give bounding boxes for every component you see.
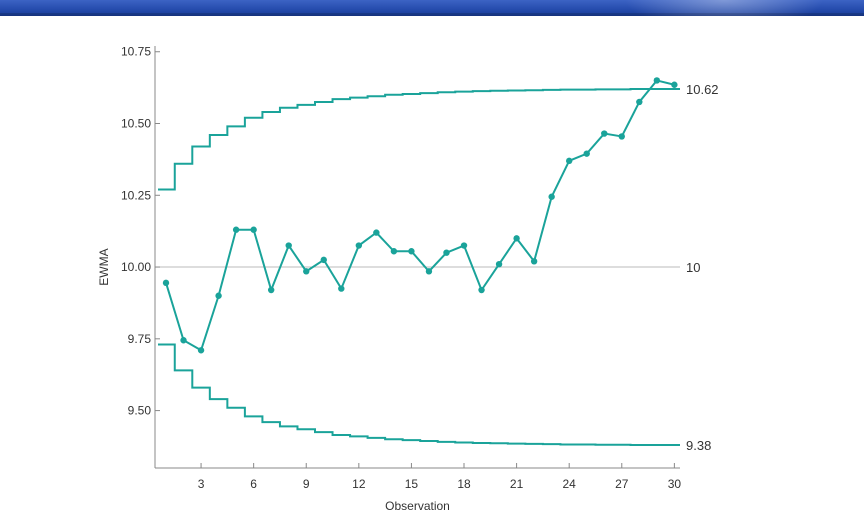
- data-point: [583, 150, 590, 157]
- data-point: [548, 193, 555, 200]
- x-tick-label: 15: [405, 477, 419, 491]
- data-point: [232, 226, 240, 233]
- center-line-label: 10: [686, 260, 700, 275]
- lcl-label: 9.38: [686, 438, 711, 453]
- data-point: [671, 81, 678, 88]
- lower-control-limit-line: [158, 343, 680, 447]
- x-tick-label: 3: [198, 477, 205, 491]
- data-point: [618, 133, 625, 140]
- y-axis-title: EWMA: [97, 248, 111, 285]
- data-point: [530, 258, 538, 265]
- axes: [154, 46, 680, 469]
- x-tick-label: 18: [457, 477, 471, 491]
- x-tick-label: 21: [510, 477, 524, 491]
- data-point: [162, 279, 170, 287]
- labels: 10.62 10 9.38 Observation EWMA: [97, 82, 719, 513]
- x-tick-label: 30: [668, 477, 682, 491]
- data-point: [460, 242, 468, 249]
- upper-control-limit-line: [158, 88, 680, 191]
- data-point: [425, 268, 433, 275]
- data-point: [267, 286, 275, 294]
- header-swoosh: [624, 0, 824, 16]
- data-point: [320, 256, 327, 264]
- data-point: [285, 242, 292, 249]
- data-point: [408, 248, 415, 255]
- ewma-series: [162, 77, 678, 354]
- ewma-series-line: [165, 79, 675, 352]
- data-point: [215, 292, 222, 299]
- data-point: [495, 260, 503, 268]
- data-point: [653, 77, 661, 84]
- data-point: [250, 226, 257, 233]
- control-limits: [158, 88, 680, 447]
- data-point: [390, 248, 398, 255]
- y-tick-label: 9.50: [128, 404, 152, 418]
- y-tick-label: 9.75: [128, 332, 152, 346]
- data-point: [373, 229, 380, 236]
- data-point: [601, 130, 608, 137]
- ticks: 3 6 9 12 15 18 21 24 27 30 9.50 9.75 10.00 10.25 10.50…: [121, 45, 681, 491]
- data-point: [197, 347, 205, 354]
- data-point: [513, 235, 520, 242]
- data-point: [443, 249, 450, 256]
- header-shadow: [0, 13, 864, 16]
- data-point: [355, 242, 363, 249]
- x-tick-label: 24: [563, 477, 577, 491]
- y-tick-label: 10.50: [121, 117, 151, 131]
- data-point: [338, 285, 345, 292]
- data-point: [303, 268, 310, 275]
- x-tick-label: 6: [250, 477, 257, 491]
- x-tick-label: 27: [615, 477, 629, 491]
- data-point: [636, 98, 643, 106]
- data-point: [565, 157, 573, 165]
- x-tick-label: 12: [352, 477, 366, 491]
- x-tick-label: 9: [303, 477, 310, 491]
- y-tick-label: 10.00: [121, 260, 151, 274]
- x-axis-title: Observation: [385, 499, 450, 513]
- header-band: [0, 0, 864, 16]
- y-tick-label: 10.75: [121, 45, 151, 59]
- y-tick-label: 10.25: [121, 188, 151, 202]
- data-point: [180, 337, 187, 344]
- data-point: [478, 286, 485, 294]
- ucl-label: 10.62: [686, 82, 719, 97]
